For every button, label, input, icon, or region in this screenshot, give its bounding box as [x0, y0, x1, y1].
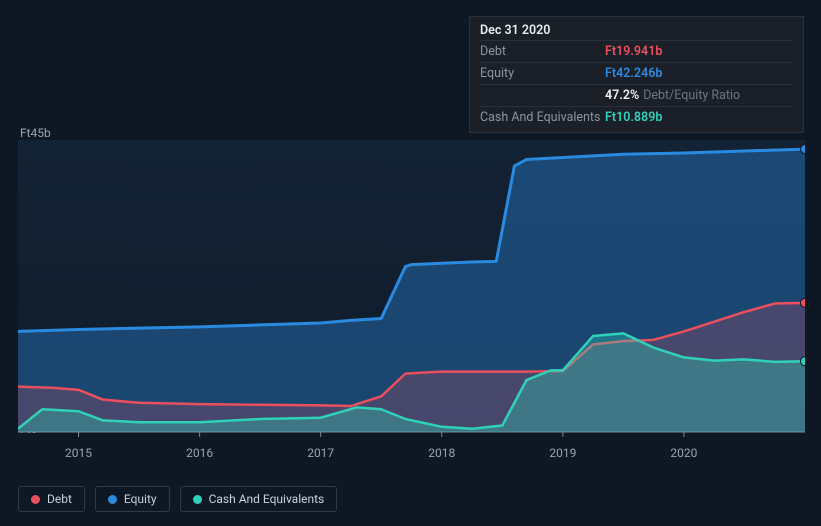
marker-cash-and-equivalents [801, 357, 806, 366]
tooltip-row-label: Debt [480, 44, 605, 59]
tooltip-row: DebtFt19.941b [480, 40, 793, 62]
marker-debt [801, 298, 806, 307]
chart-legend: Debt Equity Cash And Equivalents [18, 486, 337, 512]
tooltip-row: Cash And EquivalentsFt10.889b [480, 106, 793, 128]
x-tick-label: 2017 [307, 446, 334, 460]
legend-dot [193, 495, 202, 504]
legend-item-equity[interactable]: Equity [95, 486, 170, 512]
y-axis-label-top: Ft45b [20, 126, 51, 140]
tooltip-row-value: Ft42.246b [605, 66, 662, 81]
tooltip-row-label: Cash And Equivalents [480, 110, 605, 125]
legend-label: Debt [47, 492, 72, 506]
x-tick-label: 2020 [670, 446, 697, 460]
legend-dot [108, 495, 117, 504]
legend-dot [31, 495, 40, 504]
tooltip-row-value: Ft10.889b [605, 110, 662, 125]
legend-item-cash-and-equivalents[interactable]: Cash And Equivalents [180, 486, 338, 512]
legend-item-debt[interactable]: Debt [18, 486, 85, 512]
tooltip-row: 47.2% Debt/Equity Ratio [480, 84, 793, 106]
tooltip-row: EquityFt42.246b [480, 62, 793, 84]
tooltip-row-value: Ft19.941b [605, 44, 662, 59]
marker-equity [801, 145, 806, 154]
tooltip-row-label: Equity [480, 66, 605, 81]
legend-label: Equity [124, 492, 157, 506]
x-tick-label: 2019 [549, 446, 576, 460]
x-axis-labels: 2015 2016 2017 2018 2019 2020 [18, 446, 805, 464]
tooltip-row-extra: Debt/Equity Ratio [643, 88, 740, 103]
chart-tooltip: Dec 31 2020 DebtFt19.941bEquityFt42.246b… [469, 16, 804, 133]
x-tick-label: 2018 [428, 446, 455, 460]
legend-label: Cash And Equivalents [209, 492, 325, 506]
tooltip-row-label [480, 88, 605, 103]
tooltip-row-value: 47.2% [605, 88, 639, 103]
x-tick-label: 2015 [65, 446, 92, 460]
x-tick-label: 2016 [186, 446, 213, 460]
area-chart[interactable] [18, 140, 805, 438]
tooltip-date: Dec 31 2020 [480, 23, 793, 38]
